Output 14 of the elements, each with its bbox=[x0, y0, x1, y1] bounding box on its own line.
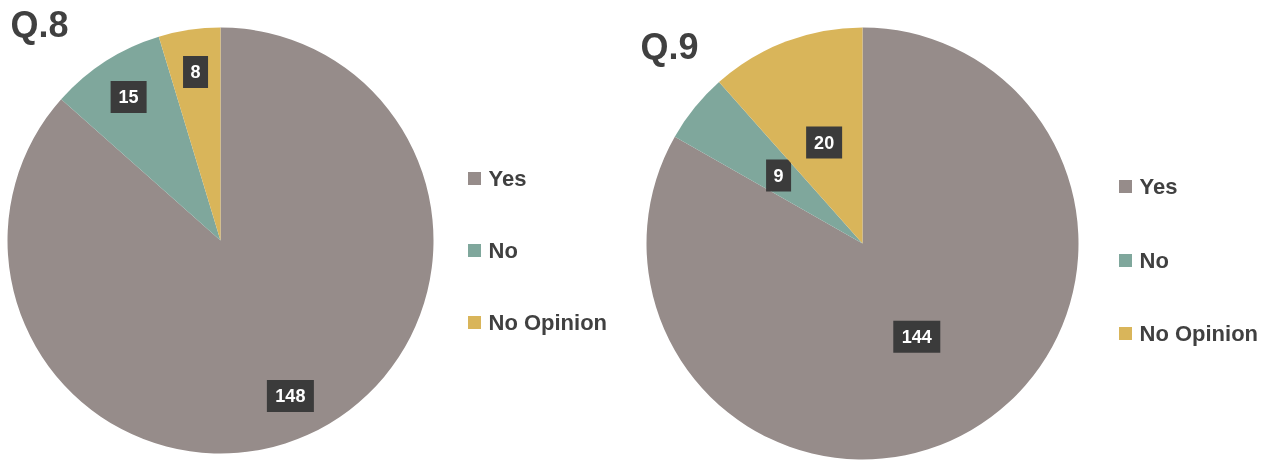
legend-label: No bbox=[1139, 248, 1169, 273]
chart-title: Q.8 bbox=[10, 4, 69, 45]
data-label: 15 bbox=[118, 87, 139, 108]
data-label: 9 bbox=[773, 166, 784, 187]
data-label: 144 bbox=[901, 327, 932, 348]
data-label: 8 bbox=[190, 62, 201, 83]
data-label: 148 bbox=[275, 386, 306, 407]
chart-title: Q.9 bbox=[640, 26, 699, 67]
legend-label: Yes bbox=[488, 166, 527, 191]
legend-label: Yes bbox=[1139, 174, 1178, 199]
legend-label: No Opinion bbox=[488, 310, 608, 335]
data-label: 20 bbox=[814, 133, 835, 154]
legend-label: No bbox=[488, 238, 518, 263]
legend-label: No Opinion bbox=[1139, 321, 1259, 346]
